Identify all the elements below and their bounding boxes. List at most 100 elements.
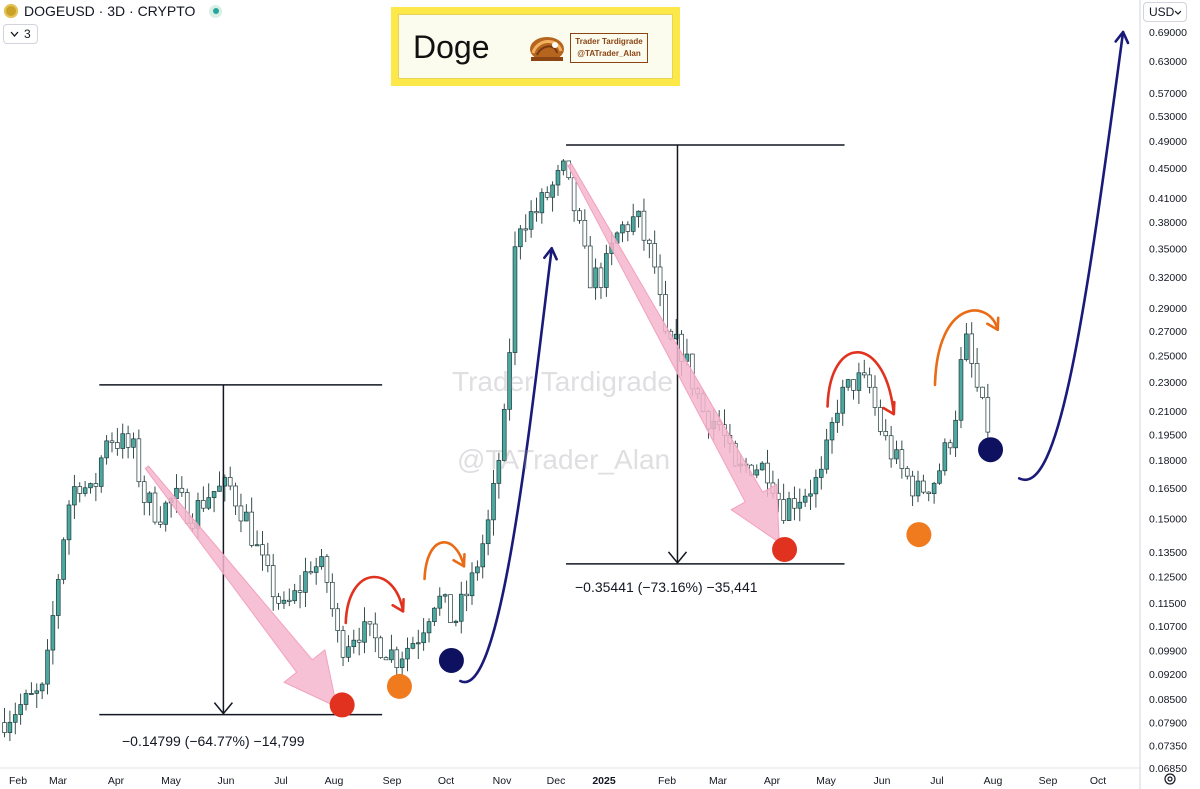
candle-body — [415, 642, 421, 645]
candle-body — [921, 480, 926, 493]
candle-body — [383, 657, 389, 661]
candle-body — [797, 501, 803, 509]
candle-body — [899, 449, 905, 469]
x-tick-label: Sep — [1039, 775, 1058, 787]
candle-body — [512, 246, 518, 353]
candle-body — [244, 511, 249, 522]
candle-body — [534, 211, 539, 214]
chart-header: DOGEUSD · 3D · CRYPTO — [0, 0, 223, 22]
candle-body — [201, 500, 206, 509]
chevron-down-icon — [10, 31, 19, 37]
indicator-toggle-button[interactable]: 3 — [3, 24, 38, 44]
curved-arrow-red — [344, 575, 405, 625]
symbol-label[interactable]: DOGEUSD · 3D · CRYPTO — [24, 3, 196, 19]
candle-body — [50, 615, 56, 651]
y-tick-label: 0.08500 — [1149, 694, 1187, 706]
brand-title: Doge — [413, 29, 490, 65]
x-tick-label: Apr — [764, 775, 781, 787]
candle-body — [141, 481, 147, 503]
candle-body — [292, 590, 297, 602]
curved-arrowhead-red — [882, 400, 896, 416]
candle-body — [571, 177, 577, 212]
candle-body — [217, 485, 222, 492]
candle-body — [394, 649, 400, 669]
brand-inner: Doge Trader Tardigrade @TATrader_Alan — [398, 14, 673, 79]
gear-icon[interactable] — [1163, 772, 1177, 786]
candle-body — [657, 266, 663, 295]
watermark-handle: @TATrader_Alan — [457, 444, 671, 475]
candle-body — [577, 210, 582, 221]
candle-body — [587, 245, 593, 289]
curved-arrowhead-navy — [543, 246, 558, 261]
currency-selector[interactable]: USD — [1143, 2, 1187, 22]
candle-body — [356, 639, 362, 643]
candle-body — [528, 211, 534, 230]
candle-body — [98, 457, 104, 487]
candle-body — [405, 647, 410, 660]
candle-body — [158, 521, 163, 525]
candle-body — [480, 543, 486, 568]
y-tick-label: 0.09900 — [1149, 646, 1187, 658]
candle-body — [523, 228, 529, 231]
candle-body — [915, 480, 921, 497]
candle-body — [469, 572, 475, 597]
pink-down-arrow — [567, 163, 780, 544]
candle-body — [378, 637, 383, 658]
candle-body — [475, 566, 480, 574]
curved-arrow-orange — [423, 541, 466, 581]
x-tick-label: Jun — [218, 775, 235, 787]
candle-body — [147, 492, 152, 503]
candle-body — [12, 714, 18, 723]
red-signal-dot — [329, 692, 355, 718]
candle-body — [931, 482, 937, 494]
candle-body — [802, 495, 808, 503]
measure-arrowhead — [667, 551, 688, 565]
candle-body — [55, 579, 61, 616]
candle-body — [448, 594, 453, 623]
y-tick-label: 0.10700 — [1149, 621, 1187, 633]
orange-signal-dot — [906, 522, 932, 548]
candle-body — [969, 333, 975, 364]
candle-body — [152, 492, 158, 523]
candle-body — [29, 693, 34, 695]
candle-body — [324, 556, 330, 583]
candle-body — [227, 477, 233, 487]
candle-body — [233, 485, 238, 507]
y-tick-label: 0.63000 — [1149, 56, 1187, 68]
candle-body — [878, 407, 883, 432]
navy-signal-dot — [978, 437, 1004, 463]
red-signal-dot — [772, 536, 798, 562]
y-tick-label: 0.11500 — [1149, 598, 1186, 610]
brand-credit-name: Trader Tardigrade — [575, 37, 643, 46]
annotation-layer — [99, 30, 1130, 718]
x-tick-label: 2025 — [592, 775, 616, 787]
candle-body — [872, 386, 878, 408]
candle-body — [120, 433, 126, 449]
candle-body — [410, 643, 416, 649]
y-tick-label: 0.12500 — [1149, 571, 1187, 583]
candle-body — [883, 431, 889, 437]
y-tick-label: 0.45000 — [1149, 163, 1187, 175]
candle-body — [980, 386, 985, 398]
y-tick-label: 0.23000 — [1149, 377, 1187, 389]
y-tick-label: 0.18000 — [1149, 455, 1187, 467]
navy-signal-dot — [438, 647, 464, 673]
currency-label: USD — [1149, 5, 1175, 19]
candle-body — [582, 220, 588, 247]
candle-body — [238, 505, 244, 522]
candle-body — [287, 599, 292, 602]
candle-body — [367, 621, 373, 625]
candle-body — [346, 646, 351, 658]
candle-body — [942, 442, 948, 472]
tardigrade-logo-icon — [530, 37, 564, 61]
candle-body — [818, 468, 824, 478]
y-tick-label: 0.21000 — [1149, 406, 1187, 418]
candle-body — [399, 658, 405, 669]
candle-body — [270, 565, 276, 598]
x-tick-label: Jun — [874, 775, 891, 787]
curved-arrow-navy — [1017, 30, 1125, 482]
y-tick-label: 0.41000 — [1149, 193, 1187, 205]
candle-body — [276, 596, 281, 604]
candle-body — [297, 590, 303, 593]
